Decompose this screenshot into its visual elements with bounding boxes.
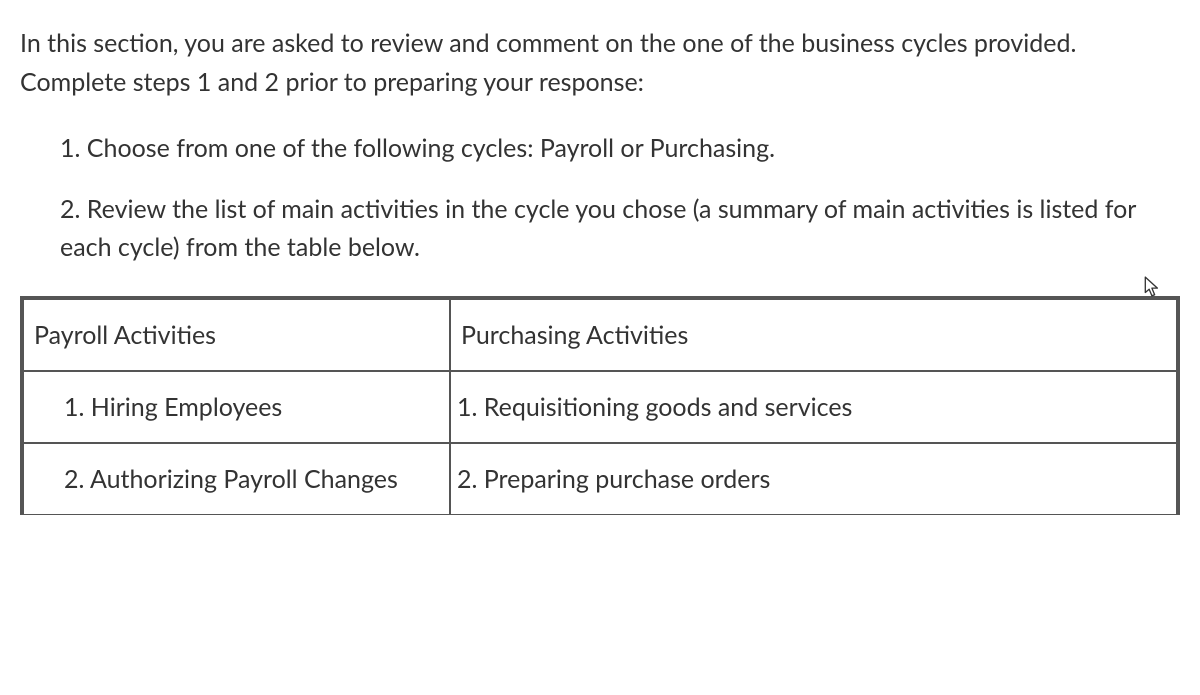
cell-payroll-1: 1. Hiring Employees (23, 371, 450, 443)
step-item-1: 1. Choose from one of the following cycl… (60, 130, 1180, 168)
intro-paragraph: In this section, you are asked to review… (20, 24, 1180, 102)
activities-table: Payroll Activities Purchasing Activities… (20, 296, 1180, 515)
table-header-row: Payroll Activities Purchasing Activities (23, 299, 1177, 371)
cell-payroll-2: 2. Authorizing Payroll Changes (23, 443, 450, 515)
table-row: 1. Hiring Employees 1. Requisitioning go… (23, 371, 1177, 443)
step-item-2: 2. Review the list of main activities in… (60, 191, 1180, 266)
header-payroll: Payroll Activities (23, 299, 450, 371)
table-row: 2. Authorizing Payroll Changes 2. Prepar… (23, 443, 1177, 515)
cell-purchasing-2: 2. Preparing purchase orders (450, 443, 1177, 515)
header-purchasing: Purchasing Activities (450, 299, 1177, 371)
steps-list: 1. Choose from one of the following cycl… (20, 130, 1180, 267)
cursor-icon (1144, 276, 1162, 298)
cell-purchasing-1: 1. Requisitioning goods and services (450, 371, 1177, 443)
